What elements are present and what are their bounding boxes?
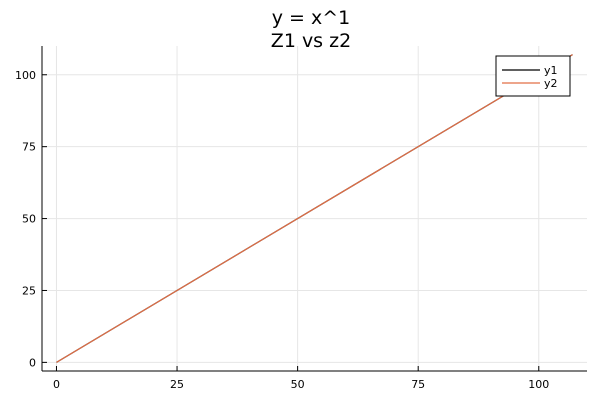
y-tick-label: 75 xyxy=(22,141,36,154)
chart-subtitle: Z1 vs z2 xyxy=(271,30,351,52)
legend-label-y2: y2 xyxy=(544,77,558,90)
y-tick-label: 0 xyxy=(29,356,36,369)
x-ticks: 0 25 50 75 100 xyxy=(53,366,549,391)
y-tick-label: 100 xyxy=(15,69,36,82)
y-ticks: 0 25 50 75 100 xyxy=(15,69,47,369)
x-tick-label: 0 xyxy=(53,378,60,391)
y-tick-label: 25 xyxy=(22,284,36,297)
x-tick-label: 75 xyxy=(411,378,425,391)
series-line-y2 xyxy=(56,54,573,363)
x-tick-label: 100 xyxy=(528,378,549,391)
y-tick-label: 50 xyxy=(22,213,36,226)
series-group xyxy=(56,54,573,363)
legend-box xyxy=(495,55,571,97)
x-tick-label: 50 xyxy=(291,378,305,391)
chart-title: y = x^1 xyxy=(272,7,351,29)
legend-label-y1: y1 xyxy=(544,64,558,77)
x-tick-label: 25 xyxy=(170,378,184,391)
